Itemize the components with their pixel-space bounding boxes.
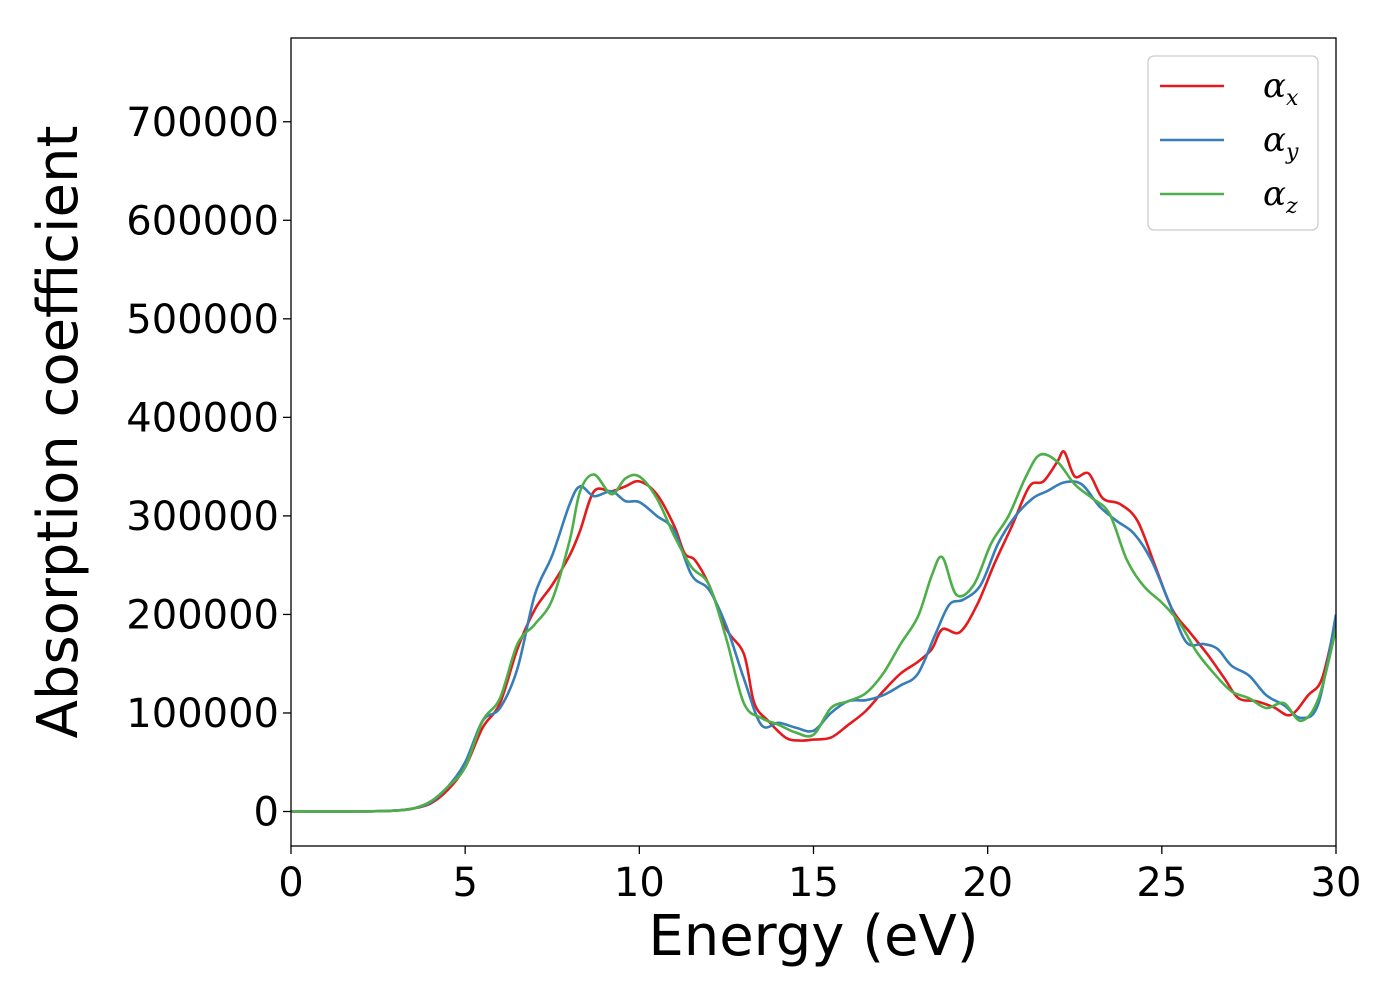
legend-label-y: αy <box>1263 120 1299 165</box>
y-tick-label: 300000 <box>126 494 279 540</box>
x-tick-label: 30 <box>1311 860 1362 906</box>
x-axis-title: Energy (eV) <box>648 904 978 969</box>
y-tick-label: 600000 <box>126 198 279 244</box>
x-tick-label: 10 <box>614 860 665 906</box>
x-tick-label: 25 <box>1136 860 1187 906</box>
legend: αx αy αz <box>1147 55 1319 231</box>
series-line-y <box>291 480 1336 813</box>
x-axis: 0 5 10 15 20 25 30 <box>278 846 1361 906</box>
y-tick-label: 200000 <box>126 592 279 638</box>
y-axis-title: Absorption coefficient <box>26 126 91 739</box>
x-tick-label: 5 <box>452 860 477 906</box>
y-tick-label: 500000 <box>126 297 279 343</box>
x-tick-label: 15 <box>788 860 839 906</box>
series-line-z <box>291 452 1336 813</box>
legend-label-x: αx <box>1263 66 1299 111</box>
series-lines <box>291 450 1336 813</box>
y-tick-label: 400000 <box>126 395 279 441</box>
y-axis: 0 100000 200000 300000 400000 500000 600000 700… <box>126 100 291 836</box>
legend-box <box>1147 55 1319 231</box>
x-tick-label: 0 <box>278 860 303 906</box>
legend-label-z: αz <box>1263 174 1298 219</box>
y-tick-label: 700000 <box>126 100 279 146</box>
x-tick-label: 20 <box>962 860 1013 906</box>
y-tick-label: 100000 <box>126 691 279 737</box>
y-tick-label: 0 <box>254 790 279 836</box>
